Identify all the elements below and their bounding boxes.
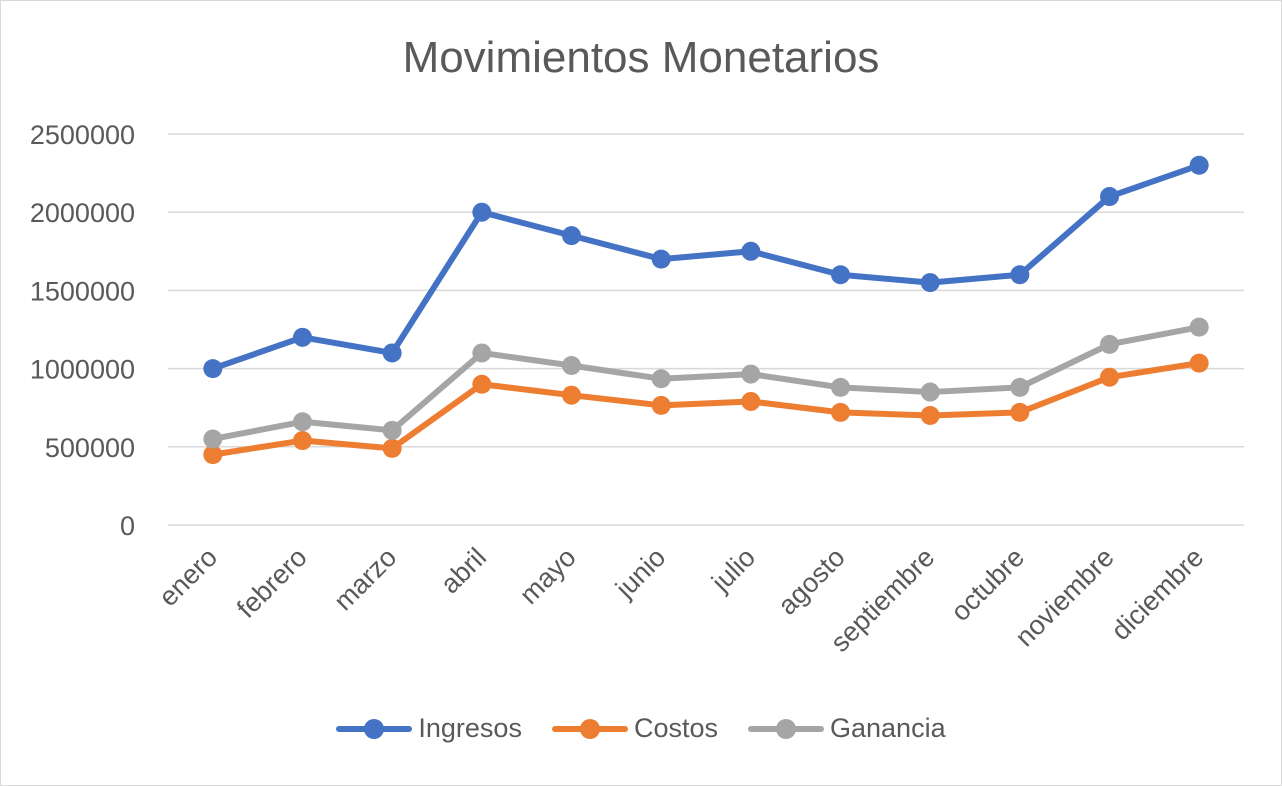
data-point-ingresos [651,249,671,269]
x-tick-label: febrero [231,542,313,624]
data-point-ganancia [651,369,671,389]
x-tick-label: enero [153,542,223,612]
x-tick-label: julio [705,542,761,598]
data-point-ingresos [293,327,312,347]
data-point-ganancia [472,343,492,363]
data-point-ingresos [831,265,850,285]
legend-item-ingresos: Ingresos [336,713,522,744]
series-line-ganancia [209,324,1203,442]
data-point-ganancia [562,355,581,375]
data-point-costos [293,431,312,451]
x-tick-label: marzo [328,542,402,616]
x-tick-label: abril [435,542,492,599]
data-point-costos [741,391,761,411]
data-point-costos [920,406,940,426]
data-point-ingresos [203,359,223,379]
legend-swatch [748,717,824,741]
y-tick-label: 1500000 [30,276,135,306]
legend-label: Ganancia [830,713,946,743]
data-point-ingresos [382,343,402,363]
data-point-ganancia [1189,317,1209,337]
legend: Ingresos Costos Ganancia [1,713,1281,744]
legend-item-ganancia: Ganancia [748,713,946,744]
x-tick-label: octubre [945,542,1030,627]
y-tick-label: 500000 [45,433,135,463]
data-point-costos [382,438,402,458]
series-line-ingresos [209,162,1203,372]
data-point-costos [1100,367,1119,387]
data-point-ingresos [1010,265,1030,285]
data-point-costos [1010,402,1030,422]
data-point-costos [203,445,223,465]
x-tick-label: mayo [514,542,582,610]
data-point-ingresos [920,273,940,293]
legend-swatch [551,717,628,741]
chart-title: Movimientos Monetarios [402,33,880,82]
data-point-ganancia [1100,334,1119,354]
x-tick-label: junio [609,542,671,604]
data-point-ganancia [203,429,223,449]
data-point-ingresos [1100,187,1119,207]
legend-swatch [336,717,413,741]
data-point-costos [651,395,671,415]
data-point-ingresos [472,202,492,222]
data-point-ganancia [293,412,312,432]
y-tick-label: 1000000 [30,355,135,385]
series-line-costos [209,360,1203,458]
y-tick-label: 2500000 [30,120,135,150]
y-tick-label: 2000000 [30,198,135,228]
data-point-ingresos [741,241,761,261]
data-point-costos [1189,353,1209,373]
legend-label: Costos [633,713,718,743]
data-point-ganancia [920,382,940,402]
data-point-costos [562,385,581,405]
y-tick-label: 0 [120,511,135,541]
data-point-costos [831,402,850,422]
data-point-ingresos [1189,155,1209,175]
data-point-costos [472,374,492,394]
legend-item-costos: Costos [551,713,718,744]
data-point-ganancia [741,364,761,384]
x-tick-label: diciembre [1105,542,1209,646]
x-tick-label: noviembre [1009,542,1119,652]
data-point-ganancia [382,420,402,440]
data-point-ingresos [562,226,581,246]
plot-area: 0 500000 1000000 1500000 2000000 2500000 enero… [30,120,1244,658]
x-tick-label: agosto [772,542,851,621]
data-point-ganancia [831,377,850,397]
legend-label: Ingresos [418,713,522,743]
data-point-ganancia [1010,377,1030,397]
